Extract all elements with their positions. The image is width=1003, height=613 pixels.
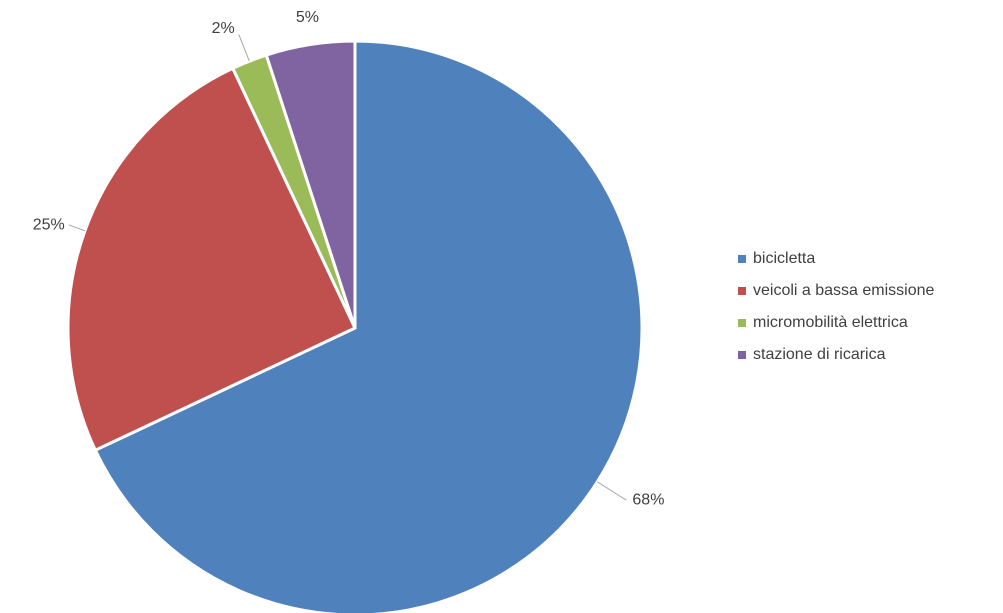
legend-swatch bbox=[738, 287, 746, 295]
label-leader-line bbox=[68, 224, 86, 232]
chart-legend: bicicletta veicoli a bassa emissione mic… bbox=[738, 248, 934, 376]
slice-data-label: 5% bbox=[296, 9, 319, 26]
legend-swatch bbox=[738, 255, 746, 263]
label-leader-line bbox=[597, 481, 627, 501]
slice-data-label: 68% bbox=[632, 492, 664, 509]
slice-data-label: 2% bbox=[212, 20, 235, 37]
legend-item-veicoli: veicoli a bassa emissione bbox=[738, 280, 934, 302]
legend-swatch bbox=[738, 351, 746, 359]
legend-item-micromobilita: micromobilità elettrica bbox=[738, 312, 934, 334]
pie-slice-0 bbox=[93, 39, 644, 613]
legend-label: micromobilità elettrica bbox=[753, 314, 908, 331]
legend-label: bicicletta bbox=[753, 250, 816, 267]
slice-data-label: 25% bbox=[33, 216, 65, 233]
legend-label: stazione di ricarica bbox=[753, 346, 886, 363]
legend-item-bicicletta: bicicletta bbox=[738, 248, 934, 270]
legend-item-stazione: stazione di ricarica bbox=[738, 344, 934, 366]
legend-swatch bbox=[738, 319, 746, 327]
label-leader-line bbox=[238, 34, 250, 62]
legend-label: veicoli a bassa emissione bbox=[753, 282, 935, 299]
pie-slice-3 bbox=[264, 39, 357, 330]
